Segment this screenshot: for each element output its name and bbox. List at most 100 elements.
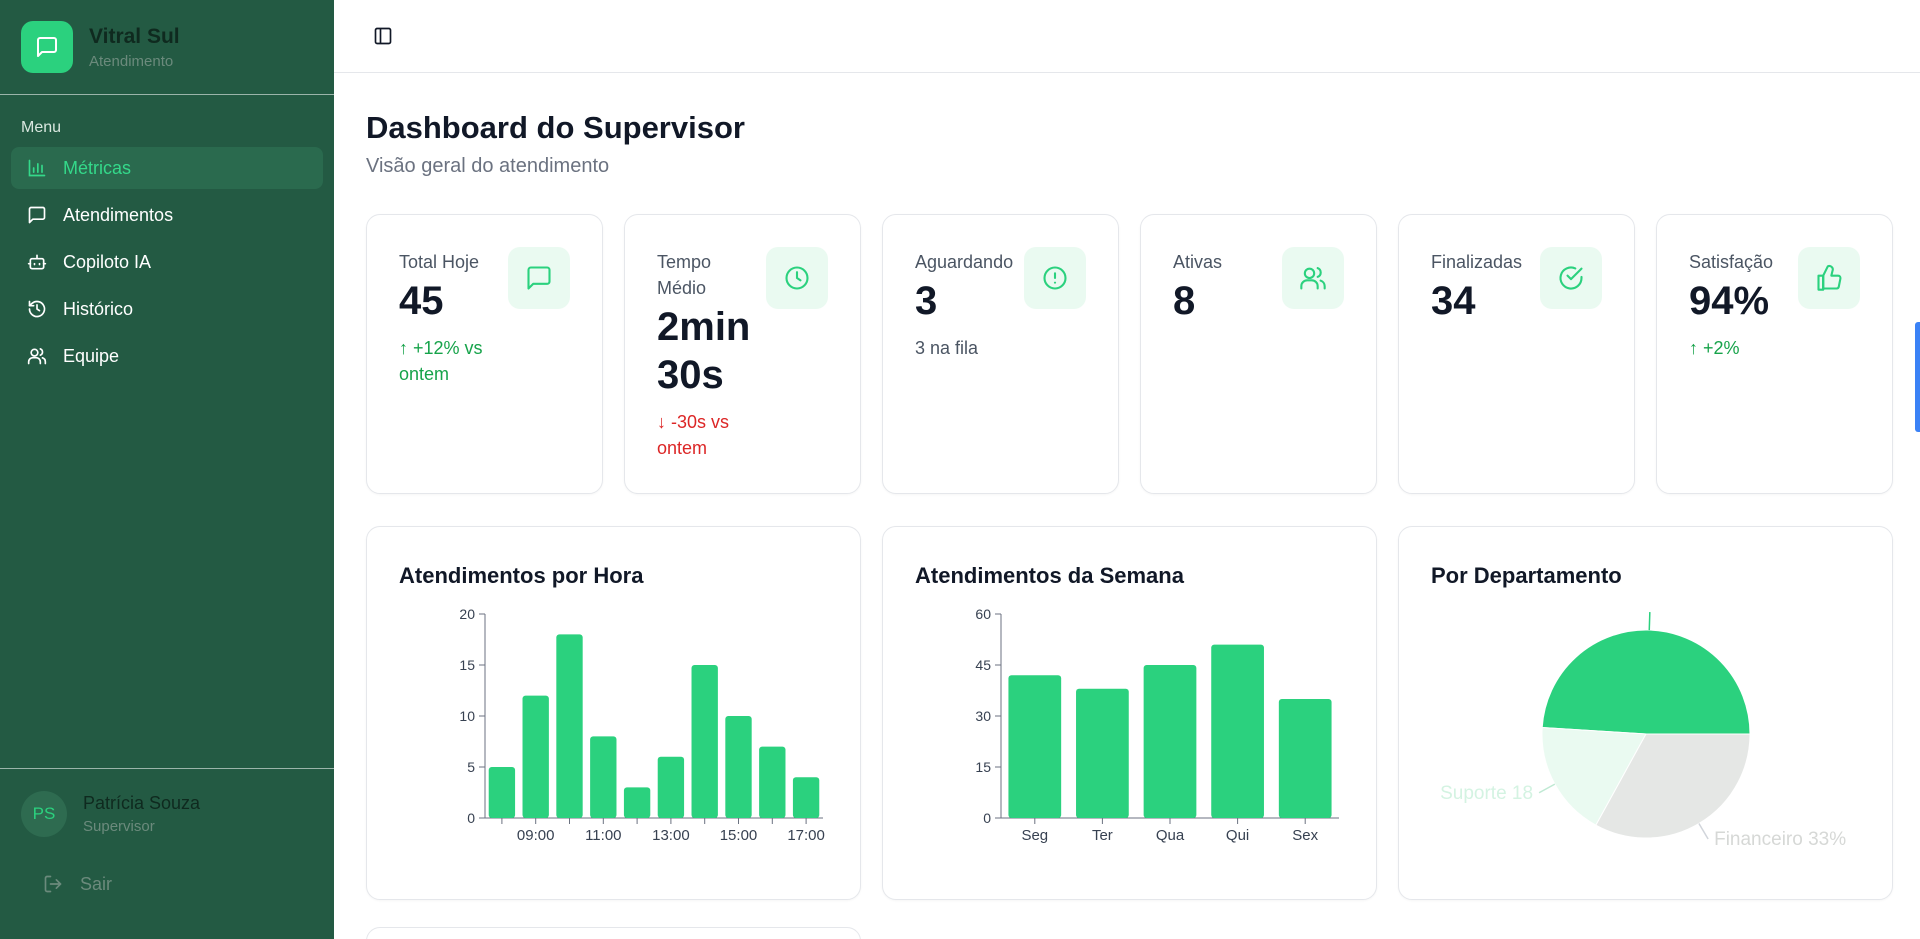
stat-card-aguardando: Aguardando 3 3 na fila [882, 214, 1119, 494]
sidebar-item-metricas[interactable]: Métricas [11, 147, 323, 189]
page-subtitle: Visão geral do atendimento [366, 155, 610, 177]
bar [657, 756, 685, 818]
y-tick-label: 45 [975, 657, 991, 673]
user-role: Supervisor [83, 818, 155, 835]
stats-row: Total Hoje 45 ↑ +12% vs ontem Tempo Médi… [366, 214, 1920, 494]
y-tick-label: 15 [459, 657, 475, 673]
chart-card-por-hora: Atendimentos por Hora 0 5 10 15 20 09:00 11:00… [366, 526, 861, 900]
bar [1278, 699, 1332, 818]
x-tick-label: 13:00 [652, 827, 690, 844]
bar [792, 777, 820, 818]
bar [691, 665, 718, 818]
stat-delta: ↓ -30s vs ontem [657, 412, 730, 458]
stat-card-ativas: Ativas 8 [1140, 214, 1377, 494]
message-square-icon [28, 206, 46, 224]
y-tick-label: 0 [467, 810, 475, 826]
bar [556, 634, 583, 818]
panel-left-icon [374, 27, 392, 45]
sidebar-item-copiloto[interactable]: Copiloto IA [11, 241, 323, 283]
bar [759, 746, 786, 818]
stat-icon-box [1024, 247, 1086, 309]
x-tick-label: 11:00 [585, 827, 621, 844]
brand-title: Vitral Sul [89, 24, 180, 48]
logout-label: Sair [80, 873, 113, 894]
pie-leader-line [1648, 612, 1651, 631]
chart-title: Atendimentos da Semana [915, 563, 1184, 588]
charts-row: Atendimentos por Hora 0 5 10 15 20 09:00 11:00… [366, 526, 1920, 900]
stat-card-total-hoje: Total Hoje 45 ↑ +12% vs ontem [366, 214, 603, 494]
chat-bubble-icon [37, 37, 57, 57]
stat-icon-box [1282, 247, 1344, 309]
stat-icon-box [508, 247, 570, 309]
y-tick-label: 20 [459, 606, 475, 622]
chart-atendimentos-semana: 0 15 30 45 60 Seg Ter Qua Qui Sex [975, 606, 1339, 844]
bar [488, 767, 516, 818]
bot-icon [27, 254, 47, 270]
logout-button[interactable]: Sair [0, 869, 334, 899]
alert-circle-icon [1043, 266, 1067, 290]
user-profile: PS Patrícia Souza Supervisor [0, 769, 334, 837]
y-tick-label: 10 [459, 708, 475, 724]
sidebar-item-label: Copiloto IA [63, 251, 152, 272]
dashboard: Dashboard do Supervisor Visão geral do a… [334, 110, 1920, 900]
history-icon [28, 300, 46, 318]
stat-value: 3 [915, 279, 938, 323]
sidebar-toggle-button[interactable] [366, 19, 400, 53]
x-tick-label: Ter [1092, 827, 1113, 844]
bar-chart-icon [28, 159, 46, 177]
chart-card-departamento: Por Departamento Suporte 18 Financeiro 33… [1398, 526, 1893, 900]
x-tick-label: Qua [1156, 827, 1185, 844]
brand: Vitral Sul Atendimento [0, 0, 334, 95]
stat-label: Satisfação [1689, 252, 1774, 272]
stat-delta: 3 na fila [915, 338, 979, 358]
stat-delta: ↑ +12% vs ontem [399, 338, 483, 384]
chart-title: Atendimentos por Hora [399, 563, 644, 588]
thumbs-up-icon [1817, 264, 1842, 291]
chart-card-semana: Atendimentos da Semana 0 15 30 45 60 Seg Ter Qu… [882, 526, 1377, 900]
bar [725, 716, 752, 818]
users-icon [1300, 267, 1326, 290]
bar [1143, 665, 1197, 818]
scroll-indicator[interactable] [1915, 322, 1920, 432]
clock-icon [785, 266, 809, 290]
bar [1076, 688, 1129, 818]
sidebar-item-label: Métricas [63, 157, 132, 178]
stat-value: 34 [1431, 279, 1476, 323]
y-tick-label: 15 [975, 759, 991, 775]
y-tick-label: 30 [975, 708, 991, 724]
sidebar-item-equipe[interactable]: Equipe [11, 335, 323, 377]
bar [623, 787, 651, 818]
sidebar: Vitral Sul Atendimento Menu Métricas Ate… [0, 0, 334, 939]
pie-slice [1595, 733, 1751, 839]
pie-label: Suporte 18 [1440, 783, 1533, 804]
user-name: Patrícia Souza [83, 793, 201, 813]
message-icon [527, 266, 551, 290]
y-tick-label: 60 [975, 606, 991, 622]
stat-value: 8 [1173, 279, 1196, 323]
avatar: PS [21, 791, 67, 837]
check-circle-icon [1559, 266, 1583, 290]
stat-label: Finalizadas [1431, 252, 1523, 272]
x-tick-label: 15:00 [720, 827, 758, 844]
users-icon [27, 348, 47, 365]
pie-leader-line [1698, 823, 1709, 840]
x-tick-label: Seg [1021, 827, 1048, 844]
bar [1008, 675, 1062, 818]
chart-title: Por Departamento [1431, 563, 1622, 588]
stat-icon-box [1798, 247, 1860, 309]
chart-card-partial [366, 927, 861, 939]
stat-icon-box [766, 247, 828, 309]
sidebar-item-historico[interactable]: Histórico [11, 288, 323, 330]
page-title: Dashboard do Supervisor [366, 110, 745, 145]
stat-card-finalizadas: Finalizadas 34 [1398, 214, 1635, 494]
topbar [334, 0, 1920, 73]
brand-logo [21, 21, 73, 73]
sidebar-item-label: Histórico [63, 298, 134, 319]
stat-value: 45 [399, 279, 444, 323]
sidebar-footer: PS Patrícia Souza Supervisor Sair [0, 768, 334, 899]
x-tick-label: 09:00 [517, 827, 555, 844]
chart-por-departamento: Suporte 18 Financeiro 33% [1440, 612, 1846, 850]
sidebar-item-atendimentos[interactable]: Atendimentos [11, 194, 323, 236]
brand-subtitle: Atendimento [89, 52, 174, 70]
